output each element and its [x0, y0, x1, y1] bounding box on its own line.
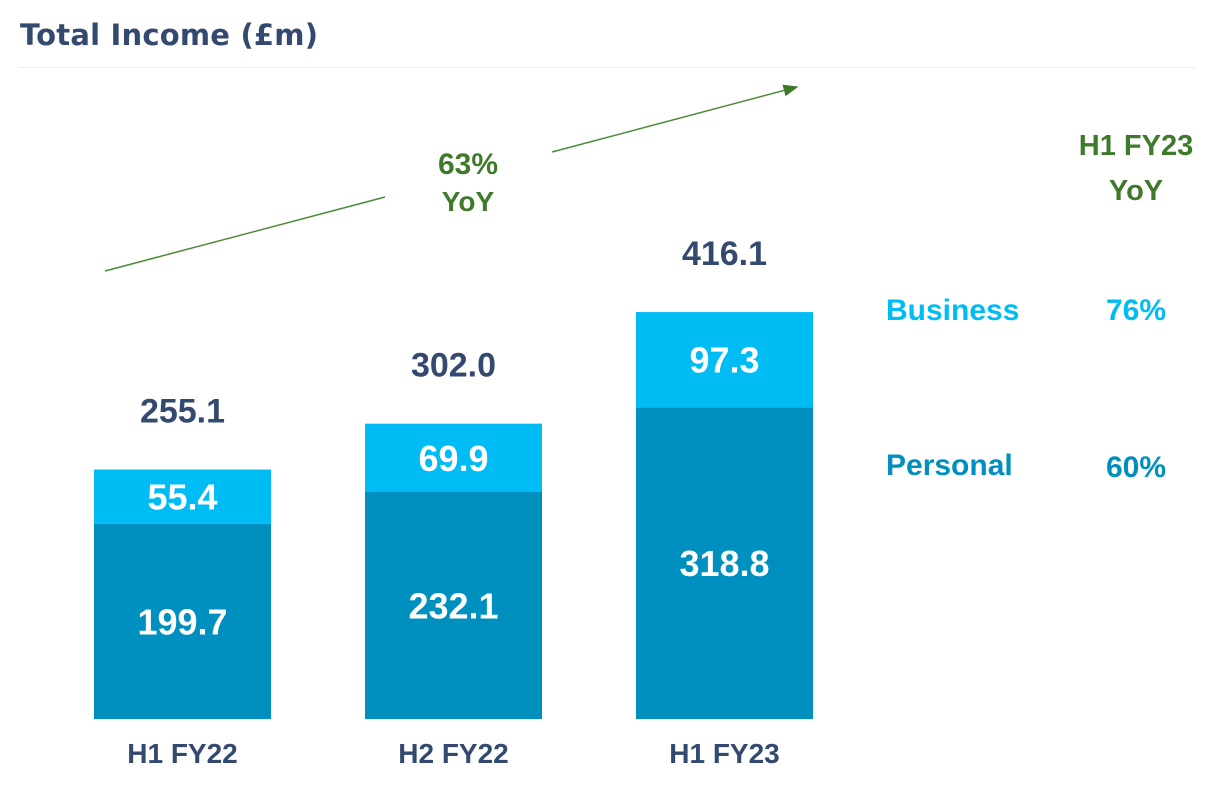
data-label-business-3: 97.3	[689, 340, 759, 381]
title-divider	[18, 67, 1196, 68]
growth-arrow	[104, 84, 799, 272]
data-label-business-2: 69.9	[418, 438, 488, 479]
bar-personal-2	[365, 492, 542, 719]
business-label: Business	[886, 294, 1019, 327]
data-label-business-1: 55.4	[147, 477, 217, 518]
side-panel-header-period: H1 FY23	[1079, 130, 1193, 162]
bar-business-3	[636, 312, 813, 408]
bar-personal-3	[636, 407, 813, 719]
bar-business-1	[94, 469, 271, 524]
growth-arrow-tail	[104, 196, 386, 272]
total-label-3: 416.1	[682, 235, 767, 273]
chart-title: Total Income (£m)	[20, 18, 319, 52]
business-yoy-value: 76%	[1106, 294, 1166, 327]
x-tick-label-1: H1 FY22	[127, 738, 238, 769]
bar-personal-1	[94, 523, 271, 719]
data-label-personal-1: 199.7	[137, 601, 227, 642]
yoy-growth-value: 63%	[438, 148, 498, 181]
personal-yoy-value: 60%	[1106, 451, 1166, 484]
side-panel: H1 FY23 YoY Business 76% Personal 60%	[886, 130, 1193, 484]
total-label-2: 302.0	[411, 347, 496, 385]
x-tick-label-3: H1 FY23	[669, 738, 780, 769]
data-label-personal-3: 318.8	[679, 543, 769, 584]
bar-business-2	[365, 423, 542, 493]
growth-arrow-head	[551, 84, 799, 153]
bars-group: 199.7 55.4 255.1 H1 FY22 232.1 69.9 302.0 H2 FY…	[94, 235, 813, 769]
side-panel-header-yoy: YoY	[1109, 175, 1163, 207]
data-label-personal-2: 232.1	[408, 586, 498, 627]
x-tick-label-2: H2 FY22	[398, 738, 509, 769]
yoy-growth-label: YoY	[442, 186, 495, 217]
total-label-1: 255.1	[140, 393, 225, 431]
personal-label: Personal	[886, 449, 1013, 482]
